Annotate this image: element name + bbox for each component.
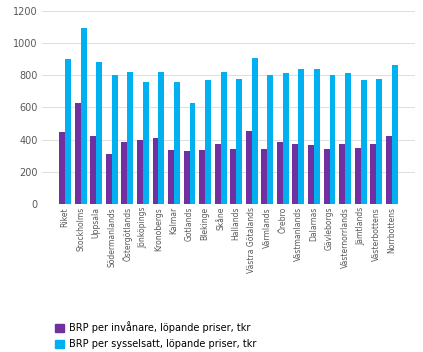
Bar [127,72,133,204]
Bar [370,144,376,204]
Bar [246,131,252,204]
Bar [190,102,195,204]
Bar [386,137,392,204]
Bar [137,140,143,204]
Bar [91,137,96,204]
Bar [168,150,174,204]
Bar [392,65,398,204]
Bar [261,149,267,204]
Bar [277,142,283,204]
Bar [205,80,211,204]
Bar [121,142,127,204]
Bar [199,150,205,204]
Bar [184,151,190,204]
Bar [159,72,165,204]
Bar [65,59,71,204]
Bar [298,69,304,204]
Bar [96,62,102,204]
Bar [230,149,236,204]
Bar [236,79,242,204]
Bar [174,82,180,204]
Bar [267,75,273,204]
Bar [324,149,330,204]
Bar [252,58,258,204]
Legend: BRP per invånare, löpande priser, tkr, BRP per sysselsatt, löpande priser, tkr: BRP per invånare, löpande priser, tkr, B… [55,321,257,349]
Bar [355,148,360,204]
Bar [81,27,87,204]
Bar [360,80,366,204]
Bar [221,72,227,204]
Bar [330,75,335,204]
Bar [215,144,221,204]
Bar [106,154,112,204]
Bar [345,74,351,204]
Bar [292,144,298,204]
Bar [143,82,149,204]
Bar [308,145,314,204]
Bar [153,138,159,204]
Bar [376,79,382,204]
Bar [112,75,118,204]
Bar [59,132,65,204]
Bar [314,69,320,204]
Bar [339,144,345,204]
Bar [75,103,81,204]
Bar [283,74,289,204]
